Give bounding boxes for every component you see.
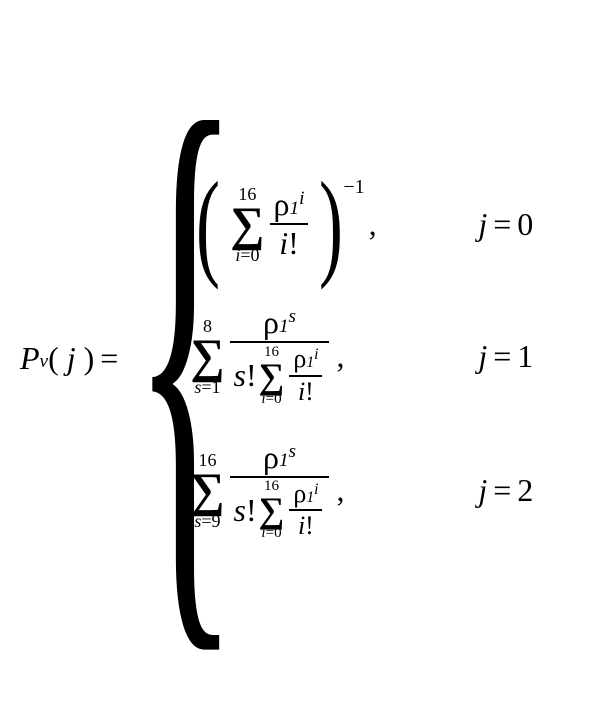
frac-2-num: 1s (259, 304, 300, 341)
outer-exp-1: −1 (343, 176, 364, 199)
frac-3-inner: 1i i! (289, 479, 322, 542)
func-sub-v: v (40, 351, 49, 373)
left-brace: { (132, 29, 150, 669)
lhs: Pv( j ) = (20, 340, 124, 377)
frac-3-den: s! 16 ∑ i=0 1i i! (230, 478, 330, 543)
case-1-cond: j = 0 (478, 206, 533, 243)
frac-3: 1s s! 16 ∑ i=0 1i i! (230, 439, 330, 543)
rho-1 (274, 187, 290, 222)
paren-close: ) (84, 340, 95, 377)
frac-3-num: 1s (259, 439, 300, 476)
comma-3: , (336, 472, 344, 509)
big-paren-open: ( (196, 174, 220, 274)
sum-3-inner: 16 ∑ i=0 (259, 479, 285, 541)
piecewise-equation: Pv( j ) = { ( 16 ∑ i=0 1i i! (20, 39, 533, 679)
frac-2-inner: 1i i! (289, 344, 322, 407)
paren-open: ( (48, 340, 59, 377)
frac-1-num: 1i (270, 186, 309, 223)
arg-j: j (67, 340, 76, 377)
cases-container: ( 16 ∑ i=0 1i i! ) −1 , j (188, 174, 533, 543)
sum-2-inner: 16 ∑ i=0 (259, 345, 285, 407)
comma-1: , (369, 206, 377, 243)
frac-1-den: i! (275, 225, 303, 262)
comma-2: , (336, 338, 344, 375)
case-3-cond: j = 2 (478, 472, 533, 509)
frac-2: 1s s! 16 ∑ i=0 1i i! (230, 304, 330, 408)
case-2: 8 ∑ s=1 1s s! 16 ∑ i=0 (188, 304, 533, 408)
frac-2-den: s! 16 ∑ i=0 1i i! (230, 343, 330, 408)
case-3: 16 ∑ s=9 1s s! 16 ∑ i=0 (188, 439, 533, 543)
equals: = (100, 340, 118, 377)
case-1: ( 16 ∑ i=0 1i i! ) −1 , j (188, 174, 533, 274)
func-P: P (20, 340, 40, 377)
frac-1: 1i i! (270, 186, 309, 262)
case-2-cond: j = 1 (478, 338, 533, 375)
paren-group-1: ( 16 ∑ i=0 1i i! ) (188, 174, 351, 274)
big-paren-close: ) (319, 174, 343, 274)
